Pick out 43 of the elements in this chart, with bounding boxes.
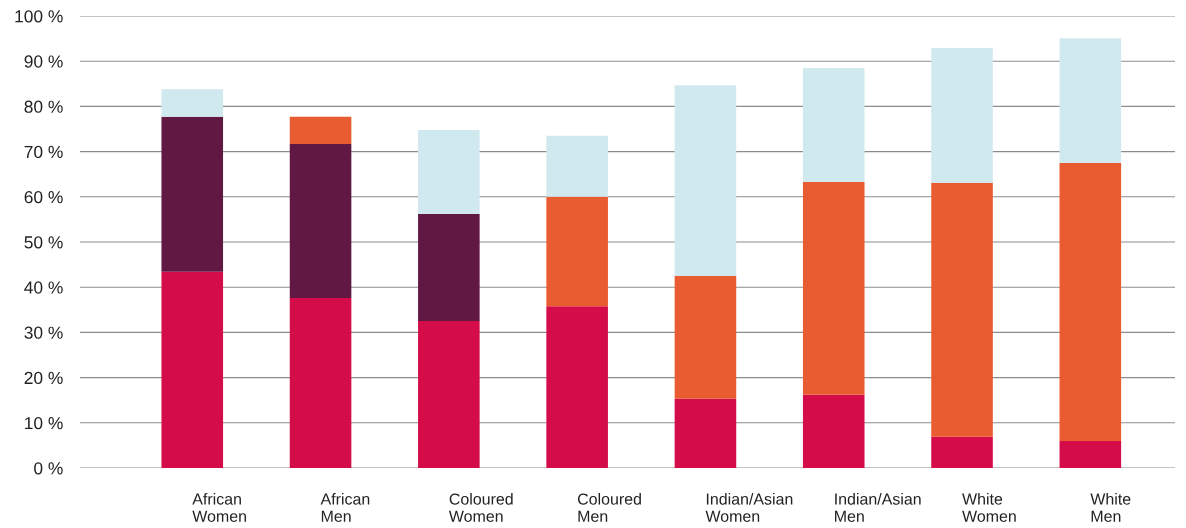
bar [546, 306, 608, 468]
bar [802, 181, 865, 395]
bar [931, 48, 993, 183]
bar [931, 182, 993, 437]
y-tick-label: 10 % [25, 416, 63, 430]
bar [418, 129, 480, 214]
bar [418, 321, 480, 468]
y-tick-label: 100 % [15, 10, 63, 23]
y-tick-label: 90 % [24, 55, 63, 68]
bar [931, 436, 993, 468]
x-tick-label: African Women [192, 493, 246, 522]
bar [289, 116, 352, 144]
bar [1059, 440, 1122, 468]
x-tick-label: White Women [962, 493, 1016, 522]
bar [674, 275, 737, 399]
y-tick-label: 70 % [24, 145, 63, 159]
y-tick-label: 30 % [24, 326, 63, 339]
y-tick-label: 50 % [24, 236, 63, 249]
bar [289, 298, 352, 468]
bar [802, 394, 865, 468]
y-tick-label: 60 % [24, 190, 63, 204]
bar [546, 135, 608, 197]
bar [161, 89, 224, 117]
y-tick-label: 20 % [24, 371, 63, 385]
bar [418, 213, 480, 322]
bar [546, 196, 608, 307]
bar [802, 67, 865, 182]
bar [674, 85, 737, 276]
bar [674, 398, 737, 468]
x-tick-label: African Men [320, 493, 370, 522]
x-tick-label: Coloured Men [577, 493, 641, 522]
bar [161, 116, 224, 272]
bar [1059, 38, 1122, 163]
bar [161, 271, 224, 468]
y-tick-label: 0 % [34, 462, 63, 475]
bar [289, 143, 352, 299]
x-tick-label: Coloured Women [448, 493, 513, 522]
bar [1059, 162, 1122, 441]
x-tick-label: White Men [1090, 493, 1131, 522]
y-tick-label: 80 % [24, 100, 63, 113]
y-tick-label: 40 % [24, 281, 63, 294]
x-tick-label: Indian/Asian Men [835, 493, 921, 522]
x-tick-label: Indian/Asian Women [705, 493, 793, 522]
